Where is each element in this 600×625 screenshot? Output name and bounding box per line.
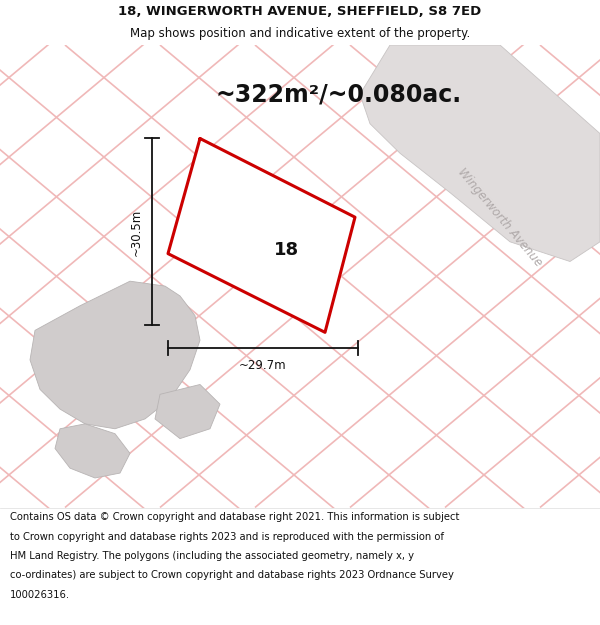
Text: 18: 18 bbox=[274, 241, 299, 259]
Polygon shape bbox=[155, 384, 220, 439]
Text: Map shows position and indicative extent of the property.: Map shows position and indicative extent… bbox=[130, 28, 470, 40]
Text: to Crown copyright and database rights 2023 and is reproduced with the permissio: to Crown copyright and database rights 2… bbox=[10, 532, 444, 542]
Polygon shape bbox=[168, 139, 355, 332]
Text: Contains OS data © Crown copyright and database right 2021. This information is : Contains OS data © Crown copyright and d… bbox=[10, 512, 460, 522]
Text: HM Land Registry. The polygons (including the associated geometry, namely x, y: HM Land Registry. The polygons (includin… bbox=[10, 551, 414, 561]
Polygon shape bbox=[360, 45, 600, 261]
Text: co-ordinates) are subject to Crown copyright and database rights 2023 Ordnance S: co-ordinates) are subject to Crown copyr… bbox=[10, 571, 454, 581]
Text: ~322m²/~0.080ac.: ~322m²/~0.080ac. bbox=[215, 82, 461, 106]
Polygon shape bbox=[30, 281, 200, 429]
Text: 100026316.: 100026316. bbox=[10, 590, 70, 600]
Polygon shape bbox=[55, 424, 130, 478]
Text: 18, WINGERWORTH AVENUE, SHEFFIELD, S8 7ED: 18, WINGERWORTH AVENUE, SHEFFIELD, S8 7E… bbox=[118, 5, 482, 18]
Text: ~30.5m: ~30.5m bbox=[130, 208, 143, 256]
Text: ~29.7m: ~29.7m bbox=[239, 359, 287, 372]
Text: Wingerworth Avenue: Wingerworth Avenue bbox=[455, 166, 545, 269]
